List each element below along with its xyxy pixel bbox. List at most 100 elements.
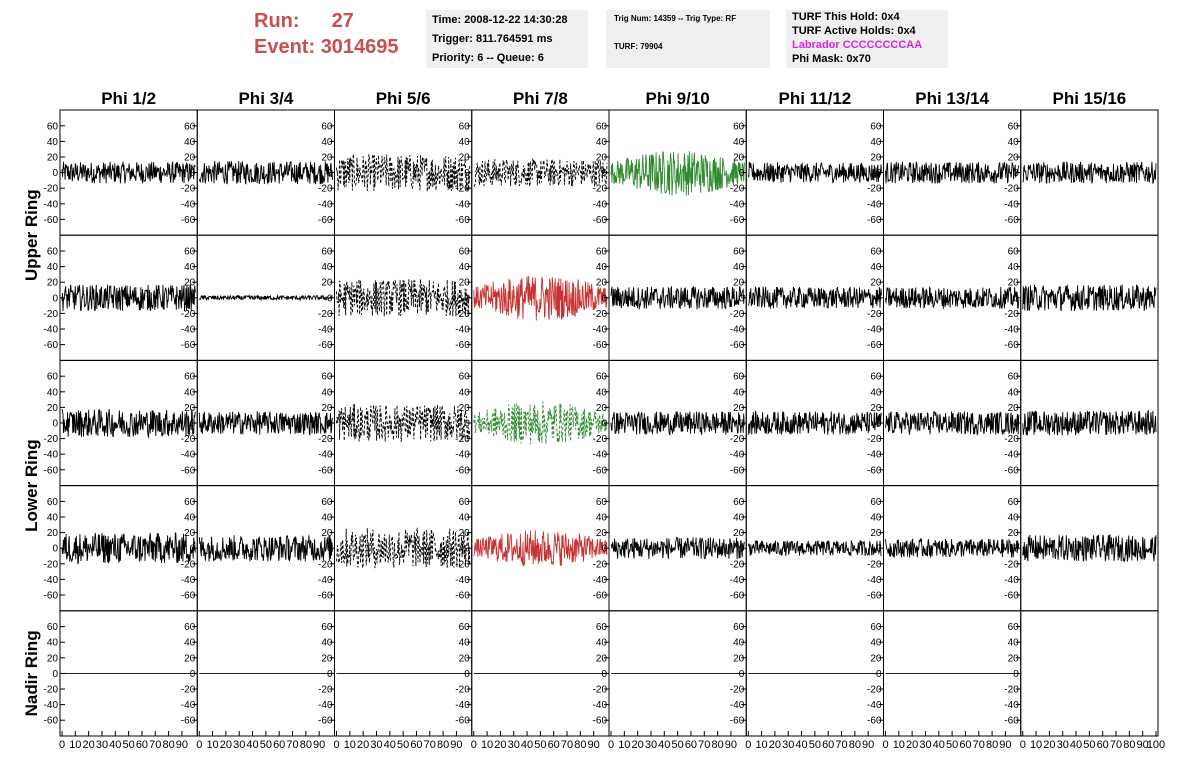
y-tick-label: -20 <box>44 309 59 320</box>
y-tick-label: 20 <box>459 278 471 289</box>
y-tick-label: 0 <box>1013 544 1019 555</box>
x-tick-label: 50 <box>1083 739 1095 751</box>
waveform-trace <box>336 152 471 192</box>
y-tick-label: 60 <box>733 622 745 633</box>
y-tick-label: 0 <box>52 419 58 430</box>
y-tick-label: -60 <box>593 716 608 727</box>
y-tick-label: -60 <box>318 340 333 351</box>
x-tick-label: 20 <box>357 739 369 751</box>
y-tick-label: -20 <box>730 309 745 320</box>
y-tick-label: 40 <box>459 137 471 148</box>
y-tick-label: -40 <box>44 700 59 711</box>
y-tick-label: -40 <box>593 700 608 711</box>
y-tick-label: 20 <box>184 653 196 664</box>
x-tick-label: 90 <box>1137 739 1149 751</box>
y-tick-label: -20 <box>181 434 196 445</box>
x-tick-label: 10 <box>1030 739 1042 751</box>
y-tick-label: 20 <box>184 528 196 539</box>
y-tick-label: -40 <box>593 199 608 210</box>
y-tick-label: 0 <box>327 293 333 304</box>
y-tick-label: 0 <box>327 168 333 179</box>
x-tick-label: 90 <box>176 739 188 751</box>
y-tick-label: 60 <box>184 121 196 132</box>
x-tick-label: 90 <box>862 739 874 751</box>
x-tick-label: 40 <box>109 739 121 751</box>
panel-frame <box>334 109 473 236</box>
x-tick-label: 50 <box>946 739 958 751</box>
x-tick-label: 0 <box>882 739 888 751</box>
y-tick-label: 0 <box>327 419 333 430</box>
x-tick-label: 0 <box>745 739 751 751</box>
y-tick-label: 20 <box>459 153 471 164</box>
x-tick-label: 80 <box>1123 739 1135 751</box>
y-tick-label: 40 <box>47 387 59 398</box>
y-tick-label: 20 <box>596 653 608 664</box>
y-tick-label: 0 <box>1013 419 1019 430</box>
y-tick-label: 60 <box>184 622 196 633</box>
y-tick-label: -40 <box>867 575 882 586</box>
y-tick-label: 40 <box>47 262 59 273</box>
x-tick-label: 10 <box>618 739 630 751</box>
column-header: Phi 15/16 <box>1053 89 1127 108</box>
y-tick-label: 40 <box>596 513 608 524</box>
y-tick-label: 20 <box>47 403 59 414</box>
y-tick-label: -20 <box>455 685 470 696</box>
y-tick-label: 20 <box>1008 278 1020 289</box>
column-header: Phi 5/6 <box>376 89 431 108</box>
y-tick-label: 20 <box>1008 528 1020 539</box>
y-tick-label: -40 <box>455 450 470 461</box>
y-tick-label: 40 <box>321 638 333 649</box>
y-tick-label: 0 <box>601 293 607 304</box>
x-tick-label: 80 <box>711 739 723 751</box>
y-tick-label: -20 <box>1004 309 1019 320</box>
waveform-trace <box>336 527 471 569</box>
waveform-trace <box>61 532 196 565</box>
y-tick-label: -60 <box>455 340 470 351</box>
y-tick-label: -60 <box>44 215 59 226</box>
y-tick-label: 0 <box>739 168 745 179</box>
y-tick-label: 20 <box>47 153 59 164</box>
y-tick-label: 60 <box>596 121 608 132</box>
y-tick-label: -60 <box>44 340 59 351</box>
y-tick-label: -20 <box>1004 559 1019 570</box>
y-tick-label: 40 <box>870 137 882 148</box>
waveform-trace <box>473 275 608 321</box>
y-tick-label: -40 <box>730 325 745 336</box>
y-tick-label: 60 <box>459 372 471 383</box>
y-tick-label: -40 <box>44 199 59 210</box>
y-tick-label: 20 <box>184 278 196 289</box>
x-tick-label: 20 <box>906 739 918 751</box>
x-tick-label: 0 <box>1020 739 1026 751</box>
y-tick-label: 60 <box>321 372 333 383</box>
labrador-text: Labrador CCCCCCCCAA <box>792 39 923 51</box>
waveform-trace <box>473 530 608 566</box>
waveform-trace <box>610 150 745 196</box>
waveform-trace <box>747 539 882 557</box>
time-info-box: Time: 2008-12-22 14:30:28 Trigger: 811.7… <box>426 10 588 68</box>
x-tick-label: 100 <box>1147 739 1165 751</box>
x-tick-label: 90 <box>450 739 462 751</box>
y-tick-label: 20 <box>870 403 882 414</box>
y-tick-label: -20 <box>593 309 608 320</box>
y-tick-label: -40 <box>730 700 745 711</box>
y-tick-label: 0 <box>464 168 470 179</box>
y-tick-label: 60 <box>184 497 196 508</box>
y-tick-label: 20 <box>321 153 333 164</box>
x-tick-label: 90 <box>999 739 1011 751</box>
x-tick-label: 40 <box>246 739 258 751</box>
y-tick-label: 20 <box>1008 153 1020 164</box>
y-tick-label: -40 <box>867 199 882 210</box>
y-tick-label: -20 <box>181 559 196 570</box>
waveform-trace <box>885 160 1020 184</box>
y-tick-label: -40 <box>455 575 470 586</box>
y-tick-label: 0 <box>739 419 745 430</box>
x-tick-label: 50 <box>397 739 409 751</box>
y-tick-label: -40 <box>867 700 882 711</box>
x-tick-label: 50 <box>534 739 546 751</box>
y-tick-label: 60 <box>184 372 196 383</box>
x-tick-label: 10 <box>893 739 905 751</box>
y-tick-label: 0 <box>876 544 882 555</box>
time-text: Time: 2008-12-22 14:30:28 <box>432 14 568 26</box>
y-tick-label: 40 <box>733 638 745 649</box>
